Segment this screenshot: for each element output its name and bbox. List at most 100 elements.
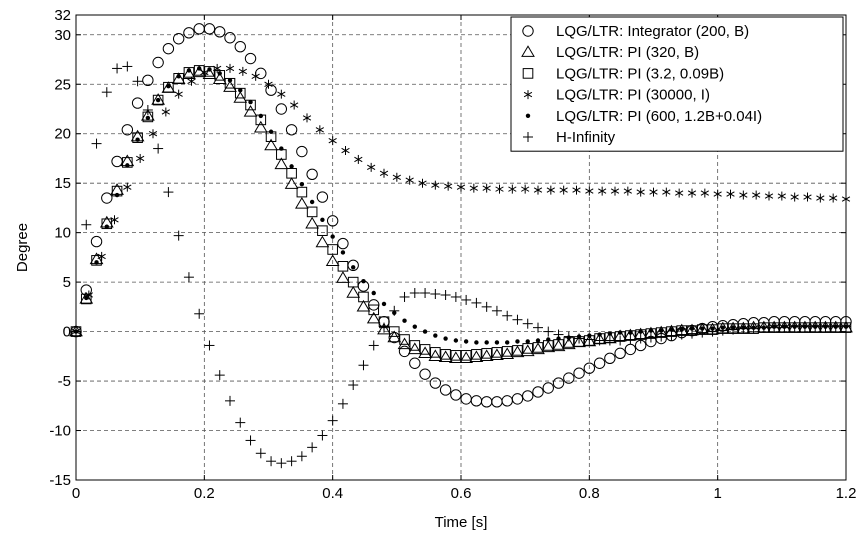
data-point	[525, 339, 530, 344]
data-point	[315, 235, 330, 248]
data-point	[214, 26, 226, 38]
data-point	[238, 87, 243, 93]
data-point	[461, 294, 472, 305]
data-point	[546, 185, 555, 195]
y-tick-label: 0	[63, 324, 71, 341]
data-point	[397, 337, 412, 350]
data-point	[739, 190, 748, 200]
data-point	[238, 66, 247, 76]
data-point	[152, 94, 164, 106]
data-point	[244, 52, 257, 65]
data-point	[148, 129, 158, 139]
data-point	[764, 191, 774, 201]
data-point	[399, 334, 410, 345]
data-point	[676, 329, 687, 340]
data-point	[494, 340, 500, 345]
data-point	[203, 23, 216, 35]
data-point	[274, 157, 289, 170]
data-point	[388, 326, 400, 337]
data-point	[153, 143, 164, 154]
data-point	[152, 56, 164, 69]
data-point	[440, 349, 451, 360]
data-point	[316, 191, 329, 203]
data-point	[337, 237, 349, 250]
data-point	[769, 322, 780, 333]
data-point	[604, 335, 615, 346]
data-point	[80, 293, 92, 305]
data-point	[816, 193, 825, 203]
data-point	[227, 78, 233, 83]
data-point	[522, 390, 534, 402]
data-point	[255, 448, 266, 459]
data-point	[142, 104, 153, 115]
data-point	[407, 342, 422, 355]
data-point	[299, 181, 305, 187]
data-point	[502, 310, 513, 321]
data-point	[666, 330, 677, 341]
data-point	[623, 186, 632, 196]
data-point	[306, 206, 318, 218]
data-point	[829, 193, 838, 203]
data-point	[243, 104, 258, 117]
data-point	[471, 297, 482, 308]
data-point	[217, 71, 222, 76]
y-tick-label: -10	[49, 423, 71, 440]
data-point	[151, 93, 166, 105]
data-point	[84, 295, 89, 301]
data-point	[163, 187, 174, 198]
data-point	[346, 286, 361, 298]
data-point	[431, 180, 440, 190]
data-point	[659, 328, 664, 333]
data-point	[512, 345, 523, 356]
data-point	[145, 115, 151, 121]
data-point	[266, 456, 277, 467]
data-point	[512, 314, 523, 325]
data-point	[366, 311, 381, 324]
data-point	[533, 185, 543, 195]
data-point	[444, 181, 453, 191]
y-tick-label: -15	[49, 472, 71, 489]
y-axis-label: Degree	[14, 223, 31, 272]
data-point	[341, 146, 350, 156]
data-point	[752, 190, 761, 200]
x-tick-label: 0.4	[322, 485, 343, 502]
y-tick-label: 15	[54, 175, 71, 192]
data-point	[223, 80, 237, 92]
data-point	[225, 395, 235, 406]
data-point	[327, 244, 338, 255]
data-point	[748, 323, 759, 334]
data-point	[482, 183, 491, 193]
data-point	[132, 132, 143, 143]
data-point	[317, 430, 328, 441]
data-point	[173, 73, 184, 84]
x-tick-label: 0	[72, 485, 80, 502]
data-point	[358, 291, 369, 303]
data-point	[490, 348, 504, 361]
data-point	[132, 76, 143, 87]
data-point	[337, 260, 349, 272]
legend-marker	[523, 132, 533, 142]
data-point	[636, 187, 645, 197]
data-point	[125, 163, 130, 168]
data-point	[597, 332, 602, 337]
data-point	[790, 192, 799, 202]
x-tick-label: 1	[713, 485, 721, 502]
data-point	[162, 42, 175, 55]
data-point	[559, 185, 568, 195]
data-point	[584, 334, 595, 345]
legend-entry: H-Infinity	[556, 129, 616, 146]
data-point	[820, 321, 831, 332]
data-point	[648, 328, 654, 333]
data-point	[348, 380, 359, 391]
data-point	[354, 154, 363, 164]
data-point	[356, 299, 371, 312]
data-point	[183, 67, 195, 78]
data-point	[225, 63, 235, 73]
data-point	[379, 168, 389, 178]
data-point	[460, 350, 472, 361]
data-point	[585, 186, 594, 196]
data-point	[368, 340, 379, 351]
data-point	[379, 322, 389, 333]
data-point	[803, 192, 812, 202]
